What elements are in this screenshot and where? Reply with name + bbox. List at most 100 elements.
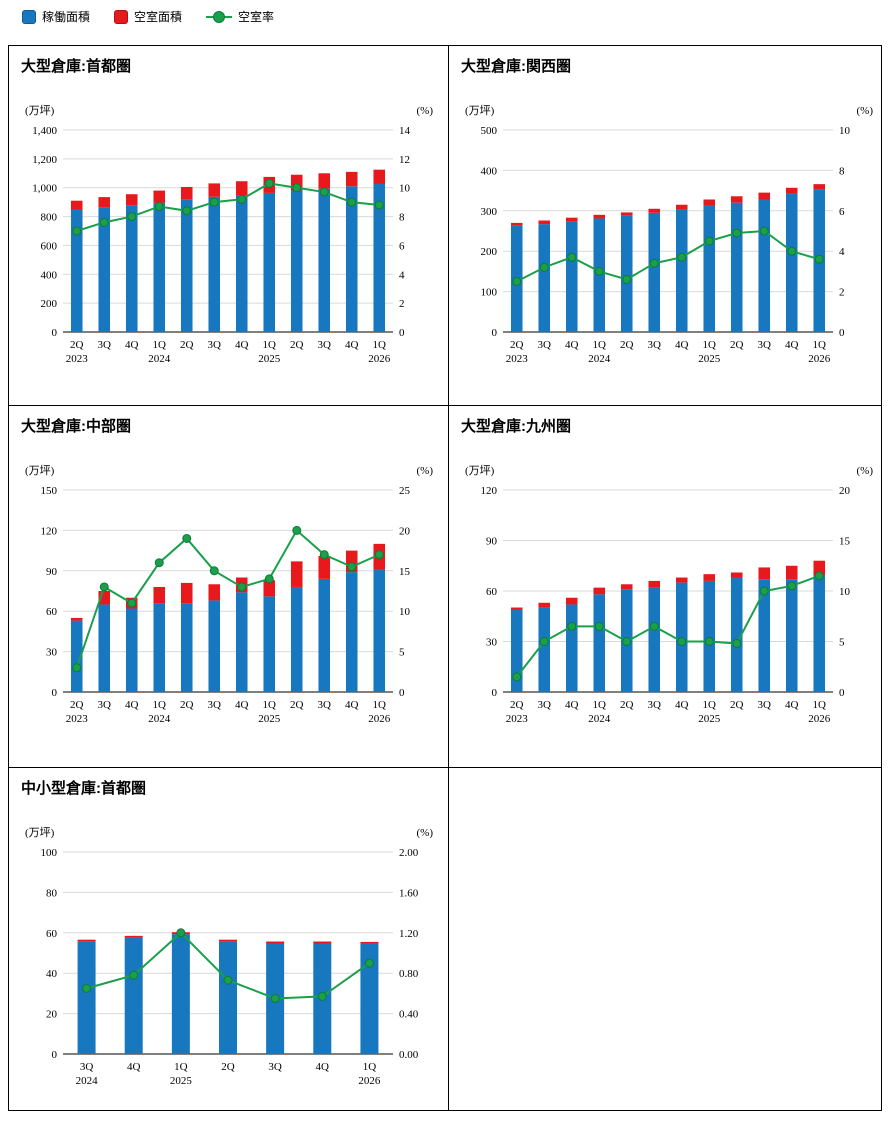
bar-occupied bbox=[180, 199, 193, 332]
bar-occupied bbox=[98, 207, 111, 332]
vacancy-rate-point bbox=[649, 258, 659, 268]
left-axis-tick: 600 bbox=[41, 240, 58, 252]
x-axis-quarter-label: 4Q bbox=[345, 699, 359, 711]
left-axis-unit: (万坪) bbox=[465, 464, 495, 477]
vacant-area-swatch-icon bbox=[114, 9, 129, 24]
bar-vacant bbox=[813, 560, 826, 576]
left-axis-tick: 0 bbox=[52, 1049, 58, 1061]
bar-occupied bbox=[125, 608, 138, 692]
x-axis-quarter-label: 2Q bbox=[70, 339, 84, 351]
x-axis-quarter-label: 1Q bbox=[263, 339, 277, 351]
bar-occupied bbox=[373, 183, 386, 332]
left-axis-unit: (万坪) bbox=[25, 464, 55, 477]
x-axis-quarter-label: 4Q bbox=[235, 339, 249, 351]
x-axis-year-label: 2023 bbox=[506, 713, 529, 725]
x-axis-quarter-label: 2Q bbox=[70, 699, 84, 711]
left-axis-tick: 200 bbox=[481, 246, 498, 258]
vacancy-rate-point bbox=[622, 274, 632, 284]
chart-small-shutoken: 0 20 40 60 80 100 0.00 0.40 0.80 1.20 1.60 2.00 (万坪)… bbox=[25, 826, 434, 1087]
bar-occupied bbox=[593, 594, 606, 692]
x-axis-year-label: 2024 bbox=[148, 713, 171, 725]
bar-occupied bbox=[730, 202, 743, 332]
vacancy-rate-point bbox=[292, 525, 302, 535]
x-axis-quarter-label: 3Q bbox=[538, 699, 552, 711]
panel-large-chubu: 大型倉庫:中部圏 0 30 60 90 120 150 0 5 10 15 20 25 (万坪) (%) 2… bbox=[9, 406, 449, 768]
bar-vacant bbox=[263, 580, 276, 597]
right-axis-tick: 0 bbox=[839, 687, 845, 699]
right-axis-tick: 0 bbox=[399, 327, 405, 339]
bar-vacant bbox=[153, 586, 166, 604]
vacancy-rate-point bbox=[759, 586, 769, 596]
vacancy-rate-point bbox=[292, 183, 302, 193]
bar-occupied bbox=[70, 209, 83, 332]
bar-occupied bbox=[290, 190, 303, 332]
right-axis-unit: (%) bbox=[417, 827, 434, 839]
bar-occupied bbox=[703, 205, 716, 332]
left-axis-tick: 200 bbox=[41, 298, 58, 310]
bar-occupied bbox=[758, 199, 771, 332]
panel-large-kansai: 大型倉庫:関西圏 0 100 200 300 400 500 0 2 4 6 8 10 (万坪) (%) 2… bbox=[449, 46, 882, 406]
bar-vacant bbox=[730, 572, 743, 578]
bar-vacant bbox=[124, 935, 143, 938]
bar-vacant bbox=[758, 567, 771, 580]
vacancy-rate-point bbox=[182, 206, 192, 216]
bar-occupied bbox=[648, 212, 661, 332]
x-axis-quarter-label: 2Q bbox=[221, 1061, 235, 1073]
left-axis-tick: 120 bbox=[481, 485, 498, 497]
vacancy-rate-point bbox=[209, 566, 219, 576]
vacancy-rate-point bbox=[264, 574, 274, 584]
panel-small-shutoken: 中小型倉庫:首都圏 0 20 40 60 80 100 0.00 0.40 0.80 1.20 1.… bbox=[9, 768, 449, 1111]
right-axis-tick: 0.40 bbox=[399, 1009, 419, 1021]
bar-vacant bbox=[565, 217, 578, 222]
x-axis-year-label: 2025 bbox=[698, 353, 721, 365]
panel-title-large-kyushu: 大型倉庫:九州圏 bbox=[461, 418, 571, 435]
left-axis-tick: 1,400 bbox=[32, 125, 57, 137]
left-axis-tick: 150 bbox=[41, 485, 58, 497]
vacancy-rate-point bbox=[154, 558, 164, 568]
x-axis-quarter-label: 2Q bbox=[730, 339, 744, 351]
bar-vacant bbox=[785, 187, 798, 194]
vacancy-rate-point bbox=[732, 639, 742, 649]
left-axis-tick: 120 bbox=[41, 525, 58, 537]
x-axis-quarter-label: 1Q bbox=[174, 1061, 188, 1073]
bar-vacant bbox=[345, 550, 358, 573]
bar-occupied bbox=[153, 603, 166, 692]
x-axis-quarter-label: 1Q bbox=[263, 699, 277, 711]
x-axis-quarter-label: 2Q bbox=[180, 699, 194, 711]
bar-vacant bbox=[219, 939, 237, 942]
x-axis-quarter-label: 1Q bbox=[153, 339, 167, 351]
bar-occupied bbox=[758, 579, 771, 692]
bar-vacant bbox=[620, 584, 633, 590]
x-axis-year-label: 2024 bbox=[76, 1075, 99, 1087]
chart-grid: 大型倉庫:首都圏 0 200 400 600 800 1,000 1,200 1,400 0 2 4… bbox=[8, 45, 882, 1111]
x-axis-quarter-label: 2Q bbox=[290, 339, 304, 351]
right-axis-tick: 8 bbox=[839, 165, 845, 177]
bar-vacant bbox=[98, 197, 111, 208]
right-axis-tick: 10 bbox=[399, 606, 411, 618]
bar-occupied bbox=[730, 577, 743, 692]
vacancy-rate-point bbox=[182, 533, 192, 543]
x-axis-quarter-label: 3Q bbox=[318, 699, 332, 711]
bar-vacant bbox=[538, 220, 551, 225]
bar-occupied bbox=[538, 224, 551, 332]
right-axis-tick: 10 bbox=[839, 586, 851, 598]
vacancy-rate-point bbox=[237, 582, 247, 592]
vacancy-rate-point bbox=[704, 236, 714, 246]
bar-occupied bbox=[318, 578, 331, 692]
vacancy-rate-point bbox=[649, 621, 659, 631]
x-axis-quarter-label: 1Q bbox=[373, 699, 387, 711]
bar-occupied bbox=[675, 209, 688, 332]
vacancy-rate-point bbox=[264, 178, 274, 188]
vacancy-rate-point bbox=[319, 550, 329, 560]
x-axis-quarter-label: 2Q bbox=[620, 339, 634, 351]
right-axis-unit: (%) bbox=[417, 105, 434, 117]
vacancy-rate-point bbox=[364, 958, 374, 968]
right-axis-unit: (%) bbox=[857, 105, 874, 117]
bar-occupied bbox=[124, 937, 143, 1054]
x-axis-quarter-label: 1Q bbox=[153, 699, 167, 711]
bar-vacant bbox=[180, 582, 193, 604]
panel-title-small-shutoken: 中小型倉庫:首都圏 bbox=[21, 780, 146, 797]
left-axis-tick: 20 bbox=[46, 1009, 58, 1021]
vacancy-rate-point bbox=[72, 226, 82, 236]
chart-large-kyushu: 0 30 60 90 120 0 5 10 15 20 (万坪) (%) 2Q 2023 3Q 4Q 1Q 202… bbox=[465, 464, 873, 725]
